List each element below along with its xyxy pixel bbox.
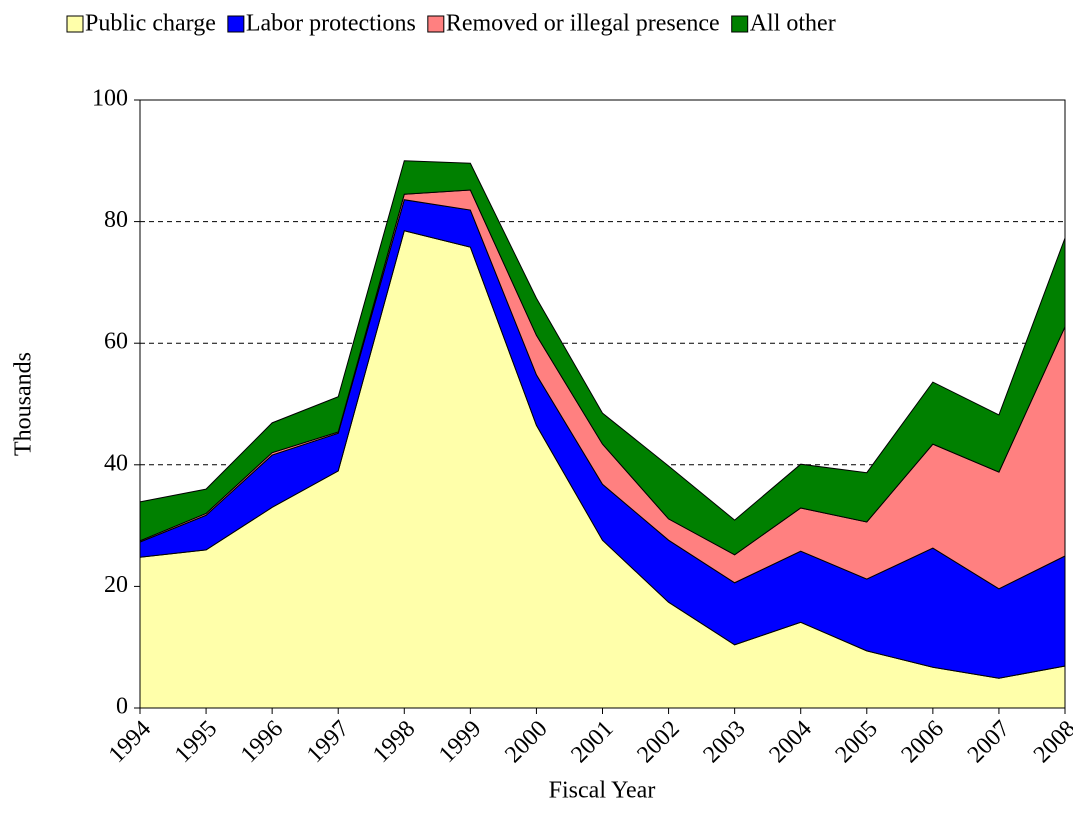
legend-swatch — [66, 15, 84, 33]
y-tick-label: 60 — [104, 329, 128, 355]
x-tick-label: 2003 — [698, 716, 750, 768]
x-tick-label: 2002 — [632, 716, 684, 768]
x-tick-label: 2000 — [500, 716, 552, 768]
x-tick-label: 1997 — [302, 716, 354, 768]
legend-label: Removed or illegal presence — [446, 11, 720, 37]
legend-label: All other — [750, 11, 836, 37]
x-tick-label: 2005 — [831, 716, 883, 768]
legend-label: Public charge — [85, 11, 216, 37]
x-tick-label: 1999 — [434, 716, 486, 768]
legend-swatch — [427, 15, 445, 33]
y-tick-label: 80 — [104, 207, 128, 233]
legend-swatch — [227, 15, 245, 33]
legend-swatch — [731, 15, 749, 33]
y-axis-title: Thousands — [11, 352, 37, 456]
legend-label: Labor protections — [246, 11, 416, 37]
x-tick-label: 2001 — [566, 716, 618, 768]
y-tick-label: 40 — [104, 450, 128, 476]
x-tick-label: 2007 — [963, 716, 1015, 768]
x-tick-label: 1994 — [104, 716, 156, 768]
x-tick-label: 1996 — [236, 716, 288, 768]
x-tick-label: 2008 — [1029, 716, 1073, 768]
x-tick-label: 2006 — [897, 716, 949, 768]
x-tick-label: 2004 — [765, 716, 817, 768]
y-tick-label: 100 — [92, 86, 128, 112]
x-tick-label: 1998 — [368, 716, 420, 768]
x-axis-title: Fiscal Year — [549, 778, 656, 804]
y-tick-label: 20 — [104, 572, 128, 598]
x-tick-label: 1995 — [170, 716, 222, 768]
y-tick-label: 0 — [116, 694, 128, 720]
